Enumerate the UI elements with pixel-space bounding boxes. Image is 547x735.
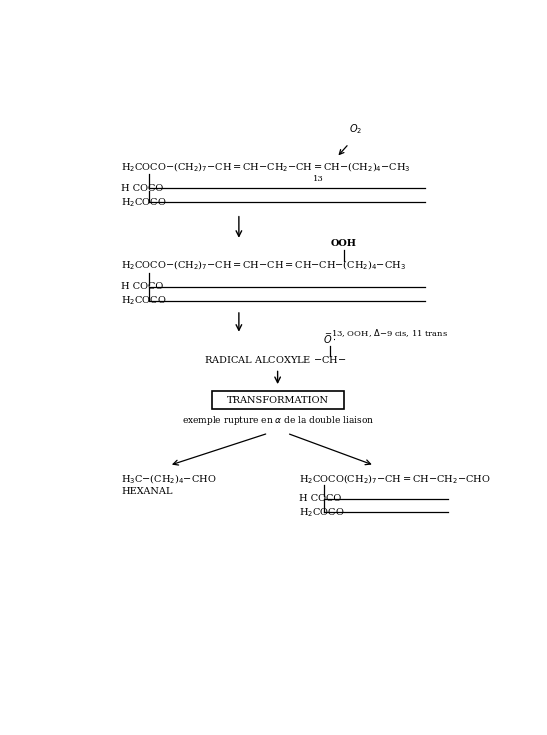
Text: H$_2$COCO: H$_2$COCO bbox=[299, 506, 345, 519]
Text: H$_2$COCO: H$_2$COCO bbox=[121, 196, 167, 209]
Text: OOH: OOH bbox=[330, 240, 357, 248]
Text: TRANSFORMATION: TRANSFORMATION bbox=[226, 395, 329, 404]
Text: $O\cdot$: $O\cdot$ bbox=[323, 333, 336, 345]
Text: H COCO: H COCO bbox=[121, 184, 164, 193]
Text: HEXANAL: HEXANAL bbox=[121, 487, 172, 496]
Text: H$_2$COCO: H$_2$COCO bbox=[121, 294, 167, 307]
Text: $-$13, OOH, $\Delta$$-$9 cis, 11 trans: $-$13, OOH, $\Delta$$-$9 cis, 11 trans bbox=[324, 327, 448, 339]
Text: $O_2$: $O_2$ bbox=[348, 122, 362, 136]
Text: 13: 13 bbox=[312, 175, 323, 183]
Text: H$_2$COCO$-$(CH$_2$)$_7$$-$CH$=$CH$-$CH$_2$$-$CH$=$CH$-$(CH$_2$)$_4$$-$CH$_3$: H$_2$COCO$-$(CH$_2$)$_7$$-$CH$=$CH$-$CH$… bbox=[121, 160, 411, 173]
Text: H$_2$COCO(CH$_2$)$_7$$-$CH$=$CH$-$CH$_2$$-$CHO: H$_2$COCO(CH$_2$)$_7$$-$CH$=$CH$-$CH$_2$… bbox=[299, 473, 491, 486]
Text: RADICAL ALCOXYLE $-$CH$-$: RADICAL ALCOXYLE $-$CH$-$ bbox=[204, 354, 346, 365]
Text: H COCO: H COCO bbox=[121, 282, 164, 291]
Text: H COCO: H COCO bbox=[299, 494, 341, 503]
Bar bbox=[212, 391, 344, 409]
Text: H$_3$C$-$(CH$_2$)$_4$$-$CHO: H$_3$C$-$(CH$_2$)$_4$$-$CHO bbox=[121, 473, 217, 486]
Text: H$_2$COCO$-$(CH$_2$)$_7$$-$CH$=$CH$-$CH$=$CH$-$CH$-$(CH$_2$)$_4$$-$CH$_3$: H$_2$COCO$-$(CH$_2$)$_7$$-$CH$=$CH$-$CH$… bbox=[121, 259, 406, 272]
Text: exemple rupture en $\alpha$ de la double liaison: exemple rupture en $\alpha$ de la double… bbox=[182, 415, 374, 427]
